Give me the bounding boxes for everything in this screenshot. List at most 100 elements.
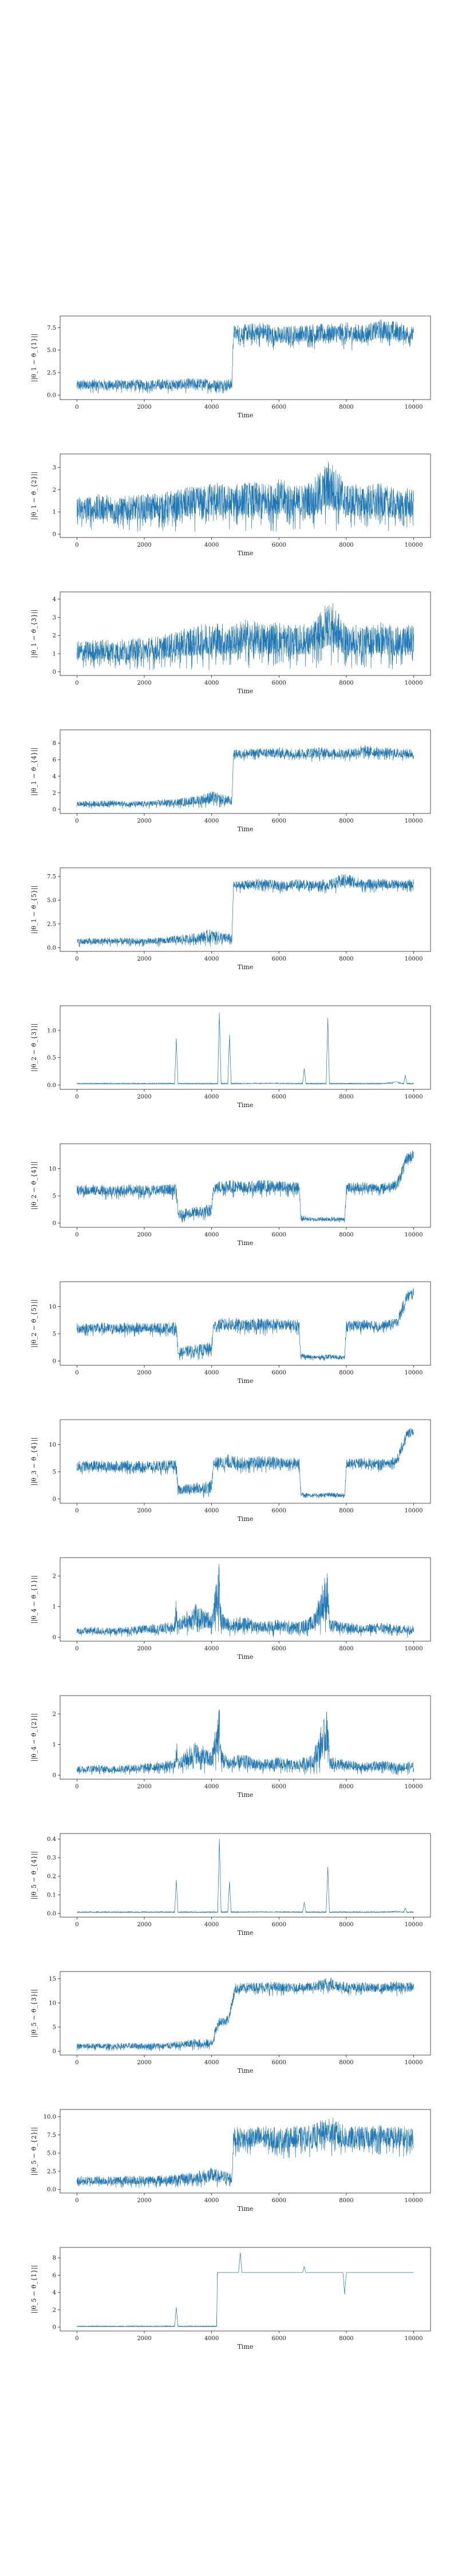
y-tick-label: 5	[53, 1194, 56, 1200]
y-tick-label: 7.5	[47, 325, 56, 331]
y-axis-label: ||θ_4 − ϑ_{2}||	[30, 1713, 38, 1762]
y-tick-label: 0	[53, 807, 56, 813]
y-axis-label: ||θ_2 − ϑ_{4}||	[30, 1161, 38, 1210]
x-tick-label: 2000	[137, 680, 151, 686]
y-tick-label: 5.0	[47, 898, 56, 904]
axes-frame	[60, 2247, 431, 2332]
y-tick-label: 1.0	[47, 1028, 56, 1034]
y-tick-label: 5.0	[47, 2151, 56, 2157]
x-tick-label: 10000	[405, 2198, 423, 2204]
x-tick-label: 2000	[137, 2060, 151, 2066]
x-tick-label: 0	[75, 1232, 78, 1238]
x-tick-label: 4000	[204, 1784, 219, 1790]
x-tick-label: 10000	[405, 1094, 423, 1100]
x-tick-label: 10000	[405, 2336, 423, 2342]
x-tick-label: 10000	[405, 1508, 423, 1514]
series-line	[77, 1839, 414, 1913]
x-tick-label: 8000	[339, 404, 353, 410]
x-tick-label: 0	[75, 1784, 78, 1790]
x-tick-label: 6000	[272, 1922, 286, 1928]
x-tick-label: 0	[75, 542, 78, 548]
x-axis-label: Time	[238, 412, 254, 419]
y-tick-label: 2.5	[47, 921, 56, 927]
y-tick-label: 0	[53, 2325, 56, 2331]
x-tick-label: 2000	[137, 1784, 151, 1790]
series-line	[77, 1428, 414, 1499]
y-tick-label: 0	[53, 669, 56, 675]
x-tick-label: 6000	[272, 2198, 286, 2204]
x-tick-label: 4000	[204, 2060, 219, 2066]
y-axis-label: ||θ_1 − ϑ_{3}||	[30, 610, 38, 658]
subplot-12: 0 2000 4000 6000 8000 10000 0.0 0.1 0.2 0.3 0.4 Tim…	[30, 1833, 431, 1937]
y-axis-label: ||θ_1 − ϑ_{2}||	[30, 472, 38, 520]
series-line	[77, 1563, 414, 1638]
x-axis-label: Time	[238, 1101, 254, 1109]
y-tick-label: 1	[53, 509, 56, 516]
series-line	[77, 603, 414, 671]
x-tick-label: 10000	[405, 956, 423, 962]
y-tick-label: 15	[49, 1976, 56, 1982]
x-tick-label: 6000	[272, 1784, 286, 1790]
x-tick-label: 4000	[204, 1508, 219, 1514]
x-tick-label: 0	[75, 2060, 78, 2066]
y-tick-label: 0.0	[47, 945, 56, 951]
x-axis-label: Time	[238, 1239, 254, 1247]
x-tick-label: 6000	[272, 542, 286, 548]
x-tick-label: 2000	[137, 2336, 151, 2342]
y-tick-label: 4	[53, 596, 56, 603]
series-line	[77, 1150, 414, 1223]
y-tick-label: 10	[49, 2000, 56, 2006]
y-tick-label: 0.0	[47, 393, 56, 399]
y-tick-label: 0	[53, 1220, 56, 1227]
axes-frame	[60, 1419, 431, 1504]
y-tick-label: 2	[53, 790, 56, 796]
axes-frame	[60, 453, 431, 538]
x-tick-label: 4000	[204, 956, 219, 962]
x-tick-label: 0	[75, 956, 78, 962]
x-tick-label: 0	[75, 1646, 78, 1652]
y-tick-label: 7.5	[47, 2132, 56, 2139]
y-tick-label: 0	[53, 1635, 56, 1641]
x-tick-label: 6000	[272, 1646, 286, 1652]
subplot-2: 0 2000 4000 6000 8000 10000 0 1 2 3 Time ||θ_1 − ϑ_…	[30, 453, 431, 557]
x-tick-label: 2000	[137, 1922, 151, 1928]
axes-frame	[60, 1971, 431, 2056]
y-tick-label: 6	[53, 2273, 56, 2279]
y-tick-label: 0.3	[47, 1855, 56, 1862]
y-tick-label: 10	[49, 1166, 56, 1172]
x-tick-label: 10000	[405, 542, 423, 548]
axes-frame	[60, 1143, 431, 1228]
x-tick-label: 2000	[137, 1508, 151, 1514]
y-tick-label: 0.0	[47, 2187, 56, 2193]
y-tick-label: 10	[49, 1304, 56, 1310]
series-line	[77, 745, 414, 809]
x-axis-label: Time	[238, 2343, 254, 2350]
y-tick-label: 2.5	[47, 2168, 56, 2175]
y-tick-label: 0.2	[47, 1874, 56, 1880]
x-axis-label: Time	[238, 688, 254, 695]
y-tick-label: 0	[53, 532, 56, 538]
y-tick-label: 0.5	[47, 1055, 56, 1061]
axes-frame	[60, 591, 431, 676]
y-axis-label: ||θ_5 − ϑ_{4}||	[30, 1851, 38, 1900]
y-tick-label: 0.0	[47, 1911, 56, 1917]
subplot-15: 0 2000 4000 6000 8000 10000 0 2 4 6 8 Time ||θ_5 − ϑ…	[30, 2247, 431, 2350]
x-tick-label: 6000	[272, 2060, 286, 2066]
axes-frame	[60, 315, 431, 400]
x-tick-label: 0	[75, 1370, 78, 1376]
x-tick-label: 4000	[204, 1370, 219, 1376]
x-tick-label: 8000	[339, 2060, 353, 2066]
x-tick-label: 4000	[204, 1646, 219, 1652]
x-tick-label: 10000	[405, 404, 423, 410]
subplot-9: 0 2000 4000 6000 8000 10000 0 5 10 Time ||θ_3 − ϑ_…	[30, 1419, 431, 1523]
y-tick-label: 0	[53, 1496, 56, 1503]
x-tick-label: 10000	[405, 1922, 423, 1928]
y-tick-label: 8	[53, 741, 56, 747]
x-tick-label: 10000	[405, 818, 423, 824]
x-tick-label: 2000	[137, 1094, 151, 1100]
y-tick-label: 5	[53, 1332, 56, 1338]
axes-frame	[60, 1557, 431, 1642]
y-axis-label: ||θ_5 − ϑ_{1}||	[30, 2265, 38, 2314]
series-line	[77, 461, 414, 532]
